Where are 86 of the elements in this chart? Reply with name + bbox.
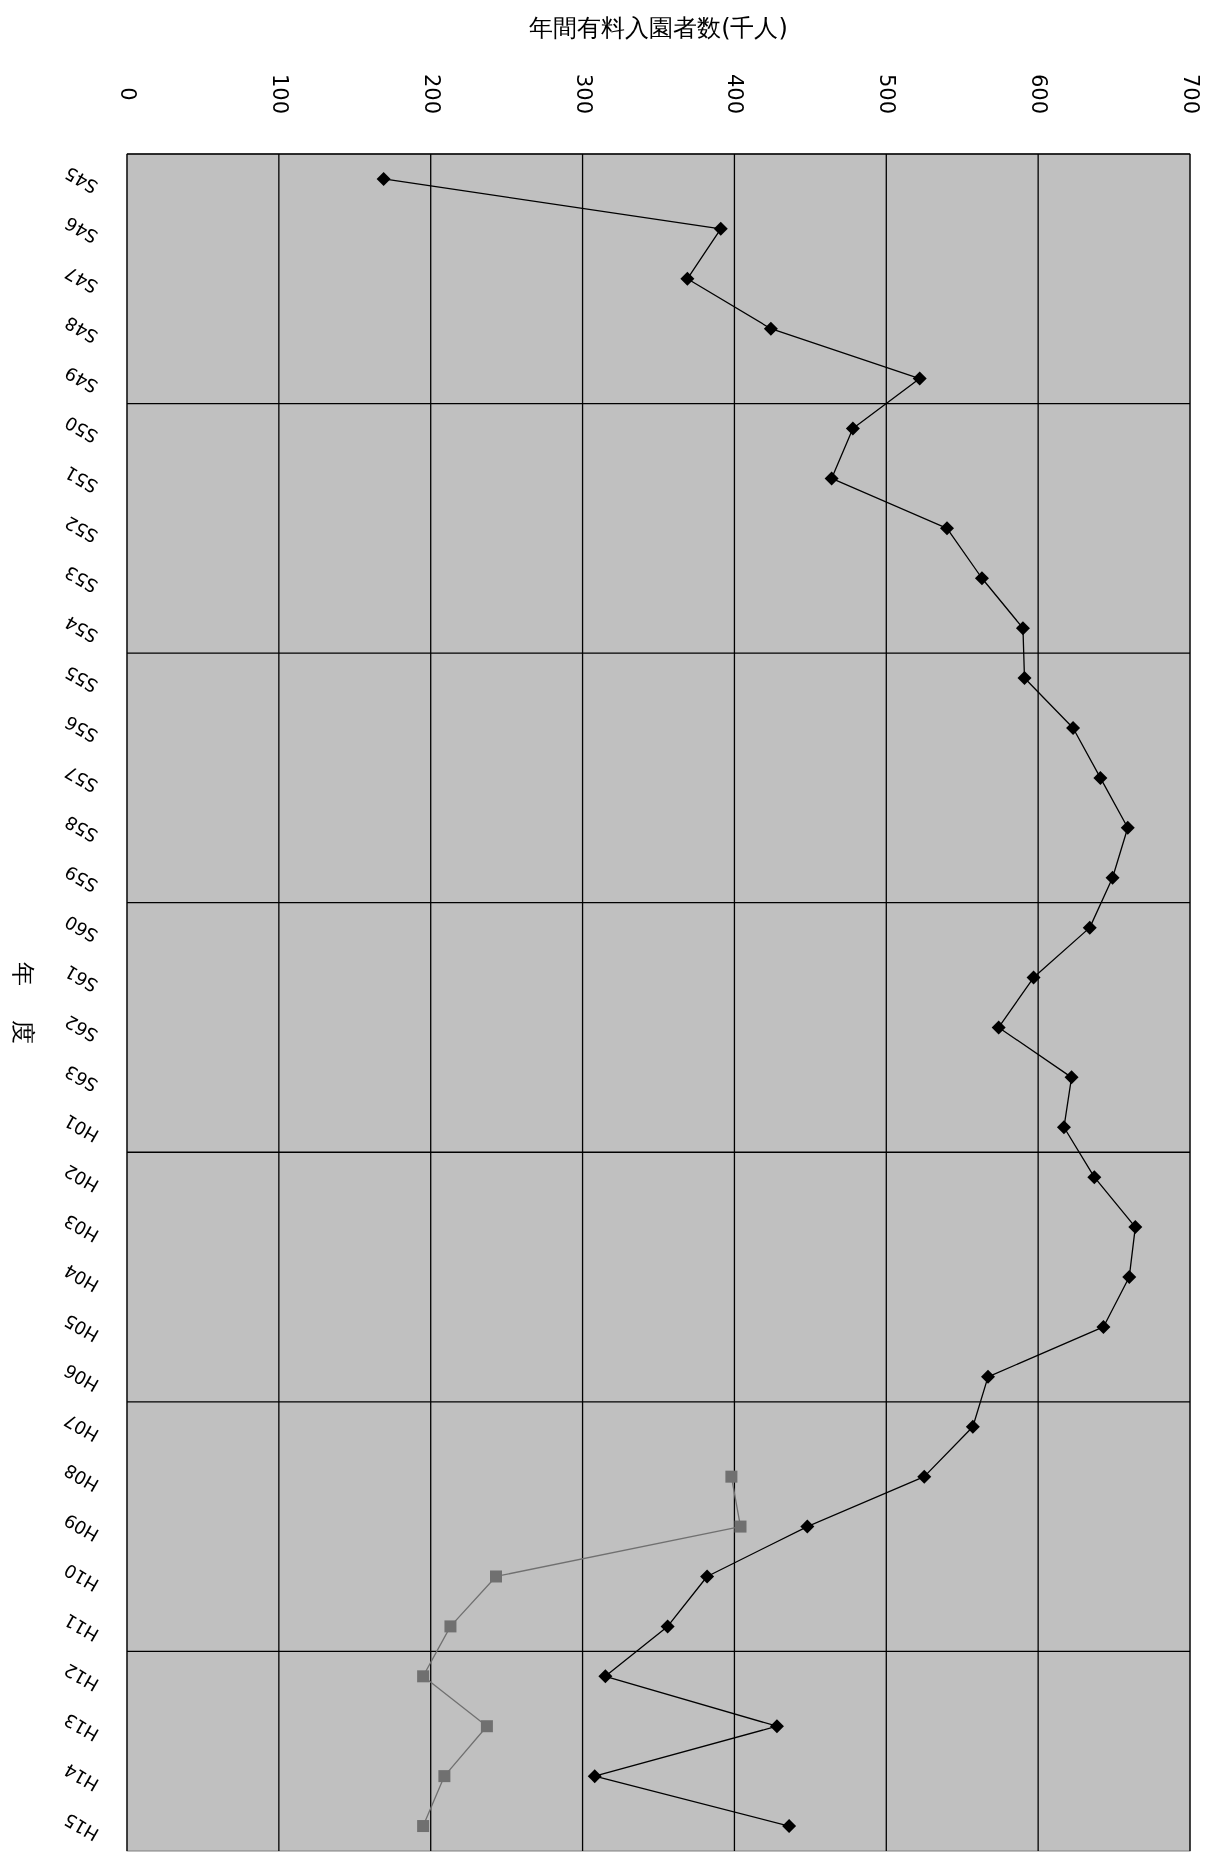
point (824, 471, 839, 486)
point (1093, 770, 1108, 785)
point (1026, 970, 1041, 985)
point (480, 1720, 493, 1733)
point (700, 1569, 715, 1584)
x-tick-label: 0 (116, 87, 140, 101)
point (1096, 1319, 1111, 1334)
y-tick-label: H13 (60, 1709, 103, 1746)
y-tick-label: S48 (61, 312, 102, 348)
point (1017, 671, 1032, 686)
point (991, 1020, 1006, 1035)
y-tick-label: H07 (60, 1409, 103, 1447)
point (490, 1570, 503, 1583)
y-tick-label: H14 (60, 1759, 103, 1796)
point (417, 1670, 430, 1683)
point (417, 1820, 430, 1833)
y-tick-label: S54 (61, 611, 102, 648)
point (845, 421, 860, 436)
y-tick-label: H05 (60, 1310, 103, 1347)
x-tick-label: 600 (1027, 73, 1052, 115)
point (725, 1470, 738, 1483)
point (660, 1619, 675, 1634)
point (800, 1519, 815, 1534)
point (1056, 1120, 1071, 1135)
x-tick-label: 700 (1179, 73, 1203, 115)
y-tick-label: H01 (60, 1110, 103, 1147)
point (782, 1819, 797, 1834)
y-tick-label: S58 (61, 811, 102, 847)
y-tick-label: S53 (61, 561, 102, 598)
x-axis-title: 年間有料入園者数(千人) (529, 14, 788, 42)
y-tick-label: H11 (60, 1609, 103, 1646)
point (965, 1419, 980, 1434)
point (912, 371, 927, 386)
point (1082, 920, 1097, 935)
point (1122, 1270, 1137, 1285)
y-tick-label: H09 (60, 1509, 103, 1547)
point (1105, 870, 1120, 885)
text: 年度 (9, 961, 37, 1044)
y-tick-label: S45 (61, 162, 102, 198)
y-tick-label: H12 (60, 1659, 103, 1696)
y-tick-label: H15 (60, 1809, 103, 1846)
y-tick-label: S63 (61, 1060, 102, 1097)
point (769, 1719, 784, 1734)
point (1066, 720, 1081, 735)
point (974, 571, 989, 586)
x-tick-label: 100 (267, 73, 292, 115)
point (763, 321, 778, 336)
point (1120, 820, 1135, 835)
point (680, 271, 695, 286)
x-tick-label: 200 (419, 73, 444, 115)
y-tick-label: S51 (61, 462, 102, 498)
y-tick-label: S47 (61, 262, 102, 298)
y-tick-label: S52 (61, 511, 102, 548)
y-tick-label: H08 (60, 1459, 103, 1497)
point (713, 221, 728, 236)
y-tick-label: H02 (60, 1160, 103, 1197)
y-tick-label: H10 (60, 1559, 103, 1596)
point (598, 1669, 613, 1684)
y-tick-label: H06 (60, 1359, 103, 1397)
point (376, 171, 391, 186)
x-tick-label: 500 (875, 73, 900, 115)
point (1064, 1070, 1079, 1085)
y-tick-label: S49 (61, 362, 102, 398)
y-tick-label: S50 (61, 412, 102, 448)
point (1087, 1170, 1102, 1185)
y-tick-label: S57 (61, 761, 102, 797)
y-tick-label: S62 (61, 1011, 102, 1047)
point (587, 1769, 602, 1784)
point (438, 1770, 451, 1783)
y-tick-label: S56 (61, 711, 102, 747)
point (917, 1469, 932, 1484)
y-tick-label: S61 (61, 961, 102, 997)
point (1128, 1220, 1143, 1235)
y-tick-label: S59 (61, 861, 102, 897)
point (734, 1520, 747, 1533)
point (444, 1620, 457, 1633)
y-tick-label: S55 (61, 661, 102, 698)
y-tick-label: H04 (60, 1260, 103, 1297)
y-tick-label: S46 (61, 212, 102, 248)
y-tick-label: S60 (61, 911, 102, 947)
point (1015, 621, 1030, 636)
point (940, 521, 955, 536)
point (981, 1369, 996, 1384)
y-tick-label: H03 (60, 1210, 103, 1247)
x-tick-label: 400 (723, 73, 748, 115)
x-tick-label: 300 (571, 73, 596, 115)
